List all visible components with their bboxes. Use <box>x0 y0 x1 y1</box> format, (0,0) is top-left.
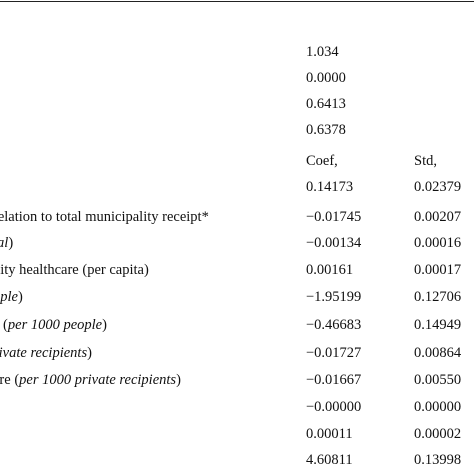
stat-row: 1.034 <box>0 39 474 65</box>
table-row: are (per 1000 private recipients) −0.016… <box>0 367 474 393</box>
std-value: 0.00002 <box>414 426 462 442</box>
table-row: 0.14173 0.02379 <box>0 174 474 200</box>
std-value: 0.13998 <box>414 452 462 468</box>
coef-value: −0.00134 <box>306 235 362 251</box>
coef-value: −1.95199 <box>306 289 362 305</box>
table-row: −0.00000 0.00000 <box>0 394 474 420</box>
table-row: tal) −0.00134 0.00016 <box>0 230 474 256</box>
std-value: 0.14949 <box>414 317 462 333</box>
table-row: relation to total municipality receipt* … <box>0 204 474 230</box>
coef-value: −0.01745 <box>306 209 362 225</box>
coef-value: 4.60811 <box>306 452 353 468</box>
coef-value: −0.01667 <box>306 372 362 388</box>
coef-value: −0.46683 <box>306 317 362 333</box>
coef-header: Coef, <box>306 153 338 169</box>
stat-row: 0.6413 <box>0 91 474 117</box>
std-header: Std, <box>414 153 437 169</box>
variable-label: tal) <box>0 235 14 251</box>
stat-value: 0.6378 <box>306 122 346 138</box>
std-value: 0.12706 <box>414 289 462 305</box>
coef-value: −0.00000 <box>306 399 362 415</box>
std-value: 0.00864 <box>414 345 462 361</box>
table-row: 4.60811 0.13998 <box>0 447 474 473</box>
stat-row: 0.0000 <box>0 65 474 91</box>
variable-label: rivate recipients) <box>0 345 92 361</box>
stat-value: 0.0000 <box>306 70 346 86</box>
coef-value: 0.14173 <box>306 179 354 195</box>
std-value: 0.00017 <box>414 262 462 278</box>
table-row: rivate recipients) −0.01727 0.00864 <box>0 340 474 366</box>
table-row: ople) −1.95199 0.12706 <box>0 284 474 310</box>
variable-label: ople) <box>0 289 23 305</box>
table-row: xity healthcare (per capita) 0.00161 0.0… <box>0 257 474 283</box>
variable-label: e (per 1000 people) <box>0 317 107 333</box>
coef-value: −0.01727 <box>306 345 362 361</box>
coef-value: 0.00161 <box>306 262 354 278</box>
table-row: e (per 1000 people) −0.46683 0.14949 <box>0 312 474 338</box>
variable-label: are (per 1000 private recipients) <box>0 372 181 388</box>
std-value: 0.00000 <box>414 399 462 415</box>
std-value: 0.02379 <box>414 179 462 195</box>
stat-value: 0.6413 <box>306 96 346 112</box>
std-value: 0.00207 <box>414 209 462 225</box>
header-row: Coef, Std, <box>0 148 474 174</box>
stat-row: 0.6378 <box>0 117 474 143</box>
variable-label: xity healthcare (per capita) <box>0 262 149 278</box>
std-value: 0.00550 <box>414 372 462 388</box>
table-row: 0.00011 0.00002 <box>0 421 474 447</box>
stat-value: 1.034 <box>306 44 339 60</box>
coef-value: 0.00011 <box>306 426 353 442</box>
variable-label: relation to total municipality receipt* <box>0 209 209 225</box>
std-value: 0.00016 <box>414 235 462 251</box>
table-top-rule <box>0 1 474 2</box>
